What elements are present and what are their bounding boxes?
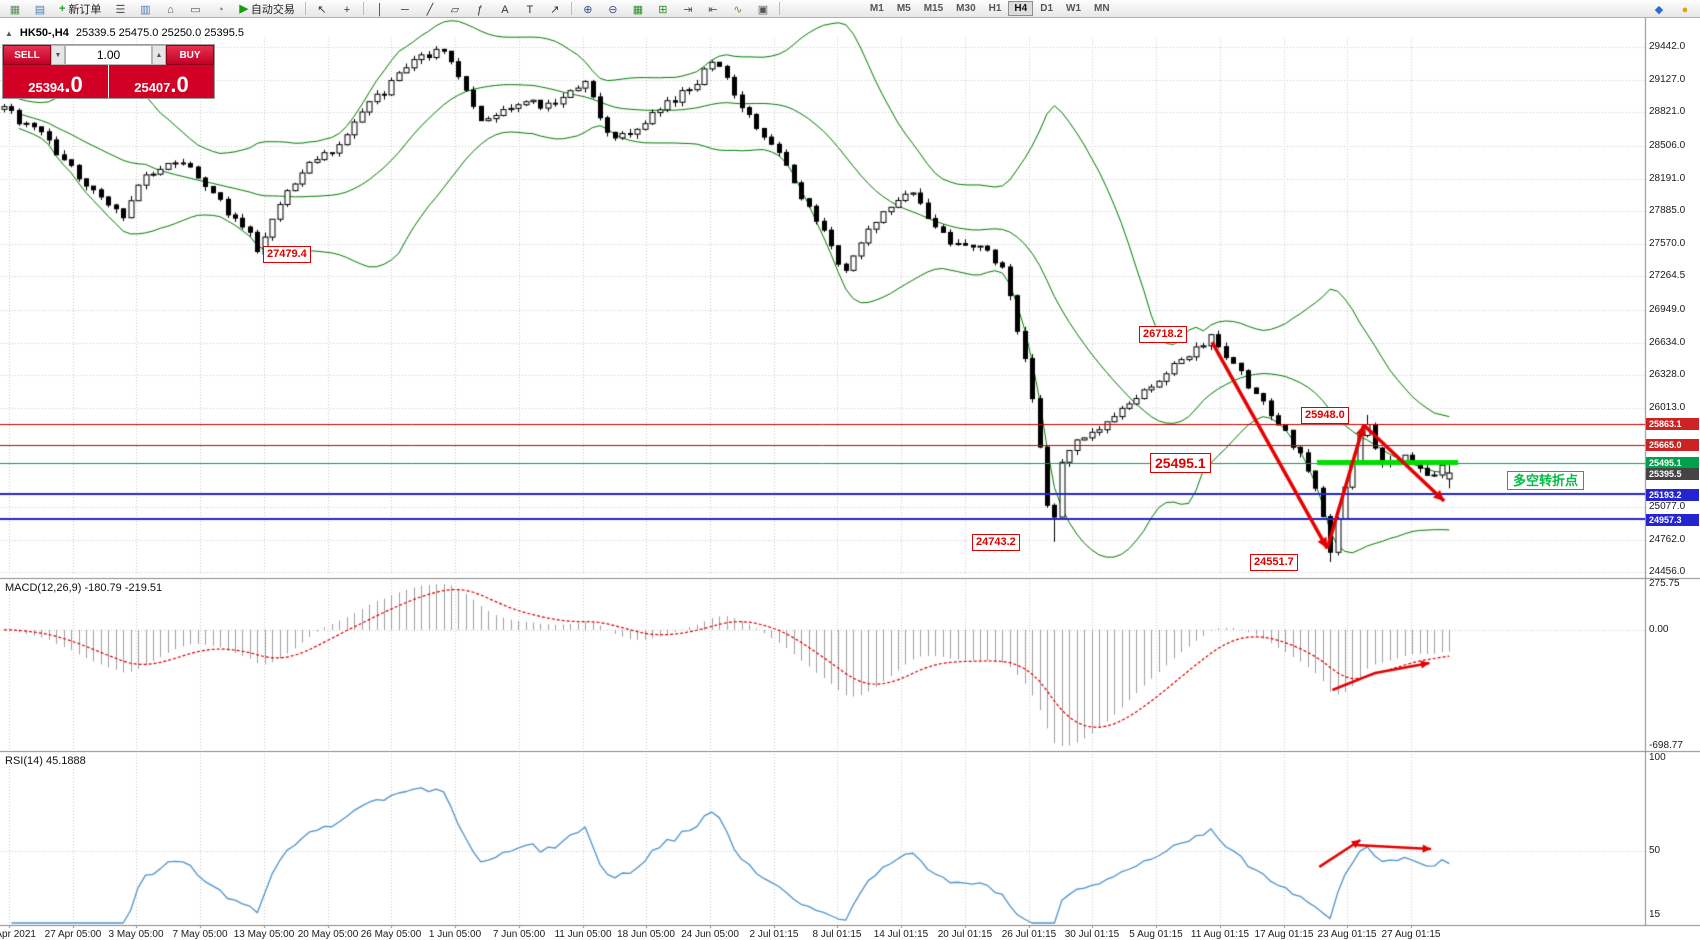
timeframe-h4[interactable]: H4 (1008, 1, 1034, 16)
macd-indicator-label: MACD(12,26,9) -180.79 -219.51 (5, 582, 163, 594)
toolbar-separator (570, 2, 572, 15)
market-watch-icon[interactable]: ☰ (108, 1, 132, 17)
buy-button[interactable]: BUY (166, 45, 214, 65)
toolbar-separator (362, 2, 364, 15)
toolbar: ▦ ▤ + 新订单 ☰ ▥ ⌂ ▭ ◔ ▶ 自动交易 ↖ + │ ─ ╱ ▱ ƒ A T ↗ ⊕ ⊖ ▦ ⊞ ⇥ ⇤ ∿ ▣ M1 M5 M1… (0, 0, 1700, 18)
fibonacci-icon[interactable]: ƒ (468, 1, 492, 17)
text-icon[interactable]: A (493, 1, 517, 17)
navigator-icon[interactable]: ⌂ (158, 1, 182, 17)
timeframe-m30[interactable]: M30 (950, 1, 981, 16)
ask-price-pips: .0 (170, 72, 189, 98)
bid-price-pips: .0 (64, 72, 83, 98)
price-chart-canvas[interactable] (0, 18, 1700, 940)
horizontal-line-icon[interactable]: ─ (393, 1, 417, 17)
timeframe-h1[interactable]: H1 (983, 1, 1008, 16)
toolbar-right-icons: ◆ ● (1647, 1, 1697, 17)
volume-increase-button[interactable]: ▲ (152, 45, 166, 65)
volume-decrease-button[interactable]: ▼ (51, 45, 65, 65)
auto-scroll-icon[interactable]: ⇥ (676, 1, 700, 17)
chart-area: ▲ HK50-,H4 25339.5 25475.0 25250.0 25395… (0, 18, 1700, 940)
trendline-icon[interactable]: ╱ (418, 1, 442, 17)
ask-price: 25407 (134, 79, 171, 95)
notifications-icon[interactable]: ● (1673, 1, 1697, 17)
strategy-tester-icon[interactable]: ◔ (208, 1, 232, 17)
toolbar-button-label: 新订单 (68, 3, 102, 16)
data-window-icon[interactable]: ▥ (133, 1, 157, 17)
label-icon[interactable]: T (518, 1, 542, 17)
cursor-icon[interactable]: ↖ (310, 1, 334, 17)
indicators-icon[interactable]: ∿ (726, 1, 750, 17)
channel-icon[interactable]: ▱ (443, 1, 467, 17)
chart-ohlc-line: ▲ HK50-,H4 25339.5 25475.0 25250.0 25395… (5, 27, 244, 39)
new-order-icon: + (59, 2, 66, 15)
new-chart-icon[interactable]: ⊞ (651, 1, 675, 17)
trade-prices-row: 25394 .0 25407 .0 (3, 65, 214, 98)
profiles-icon[interactable]: ▦ (3, 1, 27, 17)
arrow-tool-icon[interactable]: ↗ (543, 1, 567, 17)
toolbar-button-label: 自动交易 (250, 3, 295, 16)
sell-button[interactable]: SELL (3, 45, 51, 65)
ohlc-values: 25339.5 25475.0 25250.0 25395.5 (75, 27, 245, 39)
toolbar-separator (304, 2, 306, 15)
chart-shift-icon[interactable]: ⇤ (701, 1, 725, 17)
symbol-timeframe-label: HK50-,H4 (19, 27, 69, 39)
timeframe-mn[interactable]: MN (1088, 1, 1116, 16)
vertical-line-icon[interactable]: │ (368, 1, 392, 17)
chart-window-icon[interactable]: ▤ (28, 1, 52, 17)
timeframe-d1[interactable]: D1 (1034, 1, 1059, 16)
bid-price-panel[interactable]: 25394 .0 (3, 65, 108, 98)
timeframe-m15[interactable]: M15 (918, 1, 949, 16)
rsi-indicator-label: RSI(14) 45.1888 (5, 755, 86, 767)
zoom-out-icon[interactable]: ⊖ (601, 1, 625, 17)
toolbar-separator (778, 2, 780, 15)
crosshair-icon[interactable]: + (335, 1, 359, 17)
auto-trading-icon: ▶ (239, 3, 248, 15)
timeframe-w1[interactable]: W1 (1060, 1, 1087, 16)
trade-controls-row: SELL ▼ ▲ BUY (3, 45, 214, 65)
timeframe-m1[interactable]: M1 (864, 1, 890, 16)
collapse-trade-panel-icon[interactable]: ▲ (5, 28, 13, 38)
timeframe-m5[interactable]: M5 (891, 1, 917, 16)
community-icon[interactable]: ◆ (1647, 1, 1671, 17)
bid-price: 25394 (28, 79, 65, 95)
zoom-in-icon[interactable]: ⊕ (576, 1, 600, 17)
new-order-button[interactable]: + 新订单 (53, 1, 107, 17)
one-click-trading-panel: SELL ▼ ▲ BUY 25394 .0 25407 .0 (2, 44, 215, 99)
volume-input[interactable] (65, 45, 152, 65)
terminal-icon[interactable]: ▭ (183, 1, 207, 17)
timeframe-group: M1 M5 M15 M30 H1 H4 D1 W1 MN (864, 1, 1116, 16)
auto-trading-button[interactable]: ▶ 自动交易 (233, 1, 300, 17)
tile-windows-icon[interactable]: ▦ (626, 1, 650, 17)
templates-icon[interactable]: ▣ (751, 1, 775, 17)
ask-price-panel[interactable]: 25407 .0 (109, 65, 214, 98)
